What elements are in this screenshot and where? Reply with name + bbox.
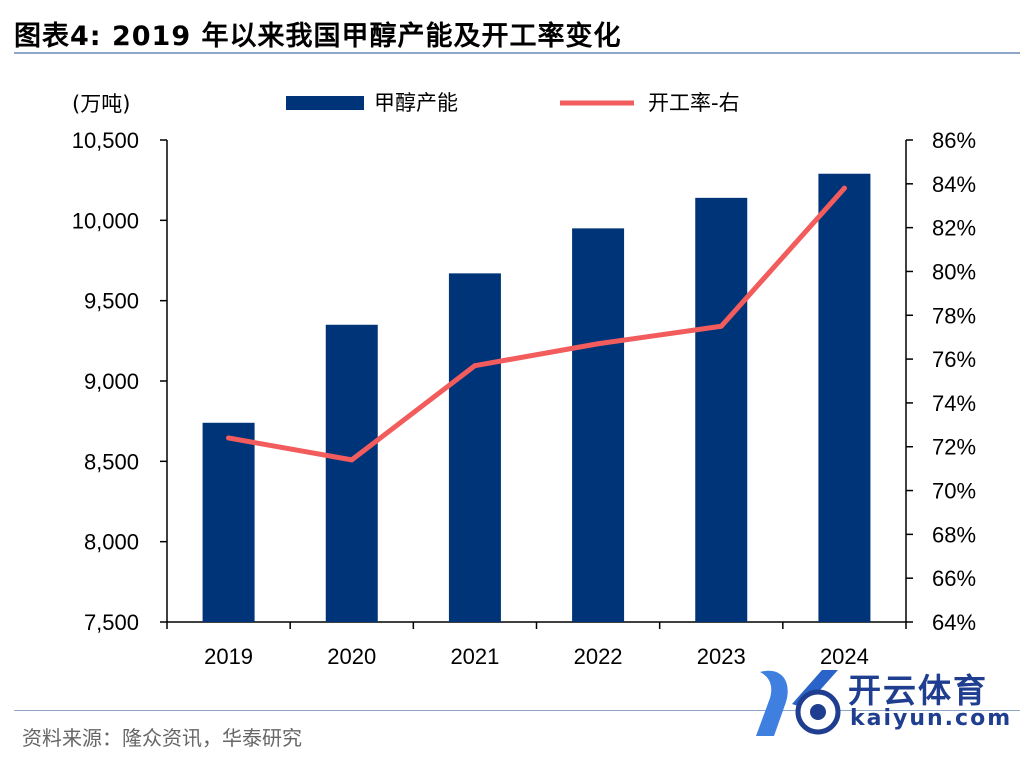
legend-bar-swatch (286, 96, 364, 110)
right-tick-label: 64% (932, 610, 976, 635)
left-tick-label: 10,000 (72, 208, 139, 233)
x-tick-label: 2019 (204, 644, 253, 669)
right-tick-label: 86% (932, 128, 976, 153)
right-tick-label: 76% (932, 347, 976, 372)
right-tick-label: 72% (932, 435, 976, 460)
chart: 7,500 8,000 8,500 9,000 9,500 10,000 10,500 64… (0, 0, 1036, 700)
right-tick-label: 68% (932, 522, 976, 547)
utilization-point (842, 186, 847, 191)
x-tick-label: 2021 (450, 644, 499, 669)
watermark-brand: 开云体育 (848, 664, 988, 712)
utilization-point (349, 457, 354, 462)
right-tick-label: 84% (932, 172, 976, 197)
right-tick-label: 70% (932, 479, 976, 504)
capacity-bar (695, 198, 747, 622)
capacity-bar (572, 228, 624, 622)
utilization-point (596, 341, 601, 346)
watermark-logo-icon (752, 662, 848, 744)
right-tick-label: 80% (932, 259, 976, 284)
capacity-bar (326, 325, 378, 622)
left-tick-label: 8,000 (84, 530, 139, 555)
legend-line-label: 开工率-右 (648, 91, 740, 115)
utilization-point (719, 324, 724, 329)
chart-axes (167, 140, 906, 622)
watermark: 开云体育 kaiyun.com (752, 662, 1027, 744)
right-axis-ticks: 64% 66% 68% 70% 72% 74% 76% 78% 80% 82% 84% 86% (906, 128, 976, 635)
x-tick-label: 2022 (574, 644, 623, 669)
watermark-domain: kaiyun.com (850, 706, 1012, 731)
left-tick-label: 9,500 (84, 289, 139, 314)
left-tick-label: 10,500 (72, 128, 139, 153)
left-tick-label: 9,000 (84, 369, 139, 394)
utilization-line (229, 188, 845, 460)
capacity-bar (818, 174, 870, 622)
left-tick-label: 7,500 (84, 610, 139, 635)
right-tick-label: 66% (932, 566, 976, 591)
capacity-bar (449, 273, 501, 622)
right-tick-label: 74% (932, 391, 976, 416)
utilization-point (472, 363, 477, 368)
source-note: 资料来源：隆众资讯，华泰研究 (22, 722, 302, 751)
left-tick-label: 8,500 (84, 449, 139, 474)
left-axis-unit: (万吨) (72, 92, 130, 116)
bar-series (203, 174, 871, 622)
capacity-bar (203, 423, 255, 622)
line-series (226, 186, 847, 463)
x-tick-label: 2020 (327, 644, 376, 669)
x-tick-label: 2023 (697, 644, 746, 669)
right-tick-label: 78% (932, 303, 976, 328)
utilization-point (226, 435, 231, 440)
left-axis-ticks: 7,500 8,000 8,500 9,000 9,500 10,000 10,500 (72, 128, 167, 635)
legend-bar-label: 甲醇产能 (374, 91, 458, 115)
right-tick-label: 82% (932, 216, 976, 241)
legend: 甲醇产能 开工率-右 (286, 91, 740, 115)
